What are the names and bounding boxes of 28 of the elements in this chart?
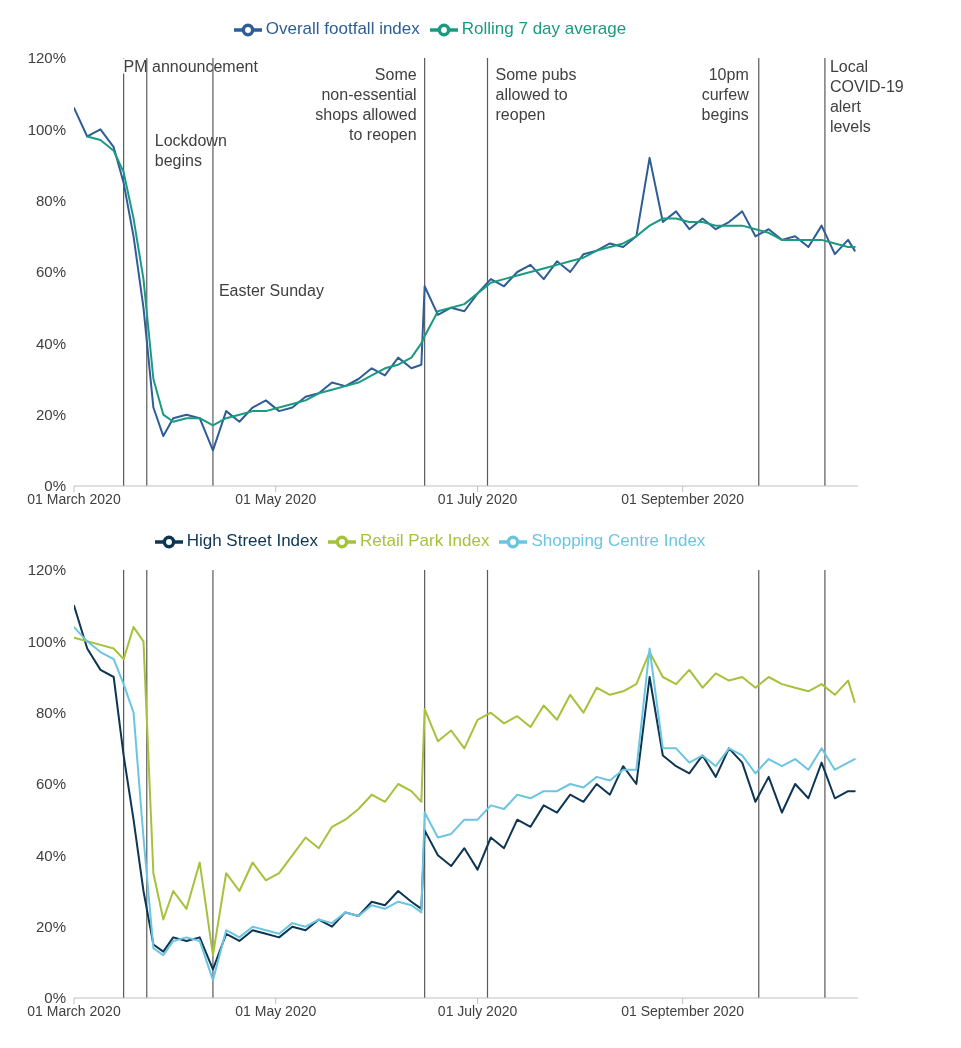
x-tick-label: 01 May 2020: [235, 1002, 317, 1019]
y-tick-label: 80%: [35, 703, 66, 721]
x-tick-label: 01 May 2020: [235, 490, 317, 507]
legend-label: Overall footfall index: [265, 19, 420, 39]
y-tick-label: 20%: [35, 405, 66, 423]
x-tick-label: 01 July 2020: [437, 1002, 518, 1019]
y-tick-label: 40%: [35, 846, 66, 864]
y-tick-label: 80%: [35, 191, 66, 209]
ref-line-label: Local COVID-19 alert levels: [829, 58, 904, 135]
x-tick-label: 01 July 2020: [437, 490, 518, 507]
y-tick-label: 20%: [35, 917, 66, 935]
y-tick-label: 60%: [35, 263, 66, 281]
x-tick-label: 01 September 2020: [621, 1002, 745, 1019]
x-tick-label: 01 September 2020: [621, 490, 745, 507]
y-tick-label: 100%: [27, 632, 66, 650]
y-tick-label: 120%: [27, 561, 66, 579]
legend-label: Retail Park Index: [360, 531, 490, 551]
legend-label: High Street Index: [186, 531, 318, 551]
y-tick-label: 100%: [27, 120, 66, 138]
ref-line-label: Easter Sunday: [218, 282, 324, 299]
legend-label: Shopping Centre Index: [531, 531, 706, 551]
y-tick-label: 40%: [35, 334, 66, 352]
legend-label: Rolling 7 day average: [461, 19, 627, 39]
y-tick-label: 60%: [35, 775, 66, 793]
ref-line-label: Some non-essential shops allowed to reopen: [315, 66, 417, 143]
ref-line-label: Some pubs allowed to reopen: [495, 66, 577, 123]
ref-line-label: 10pm curfew begins: [701, 66, 750, 123]
y-tick-label: 120%: [27, 49, 66, 67]
